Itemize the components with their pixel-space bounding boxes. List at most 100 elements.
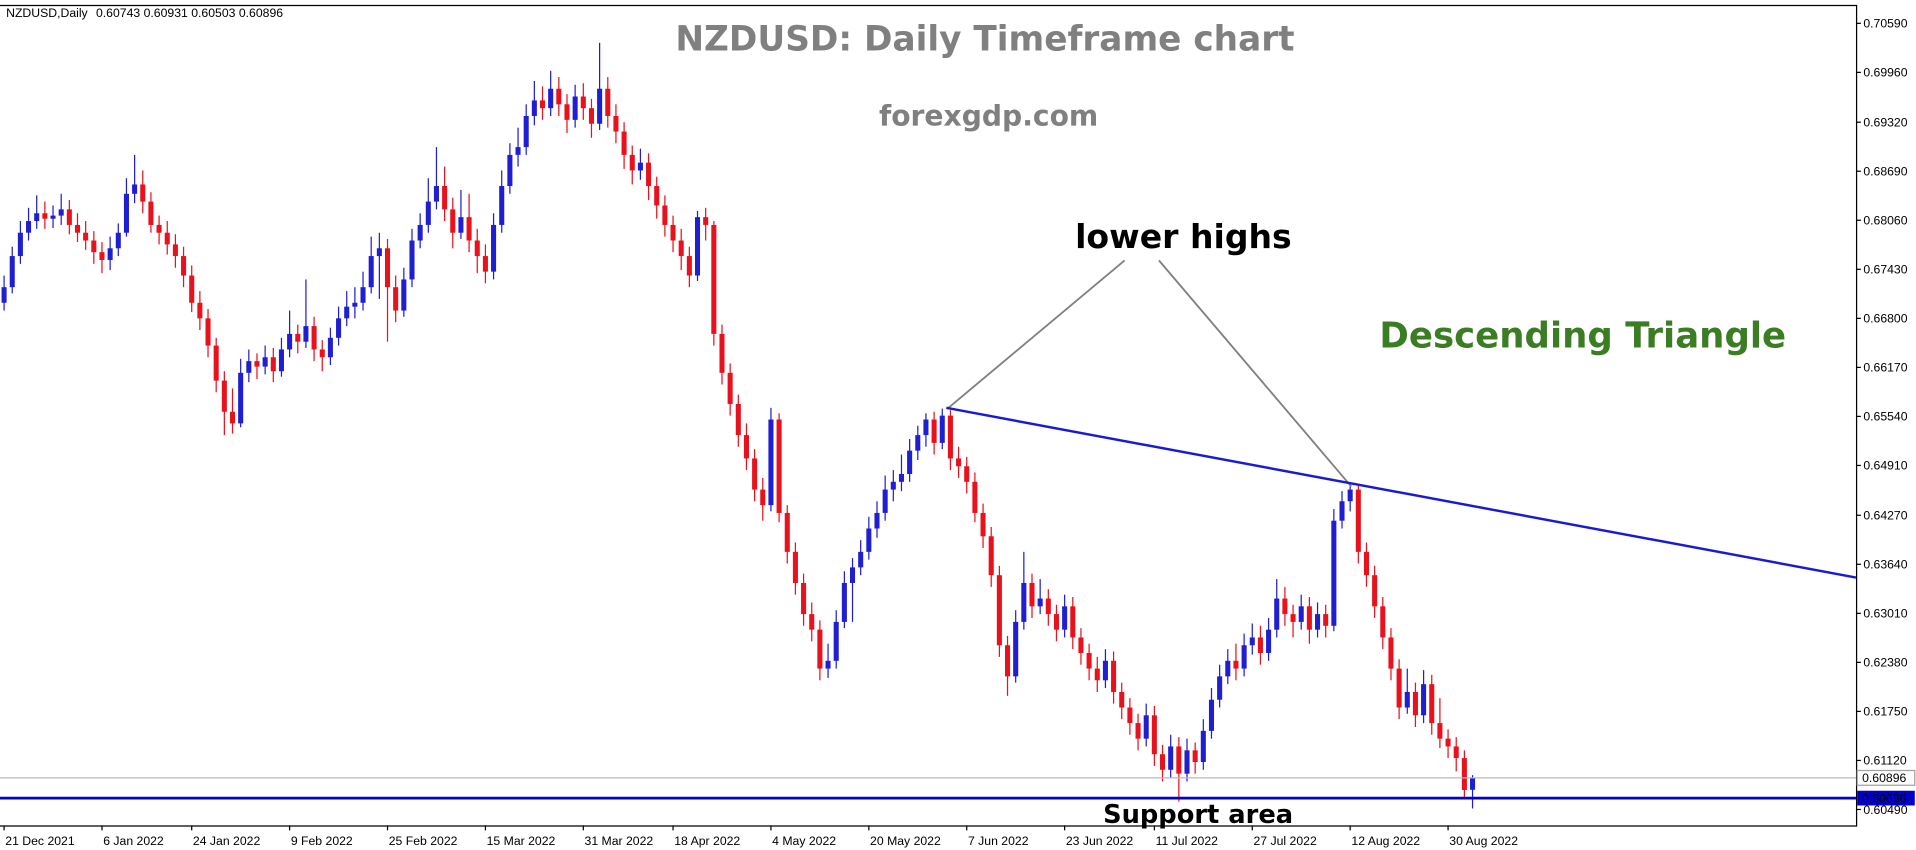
- y-tick-label: 0.61750: [1863, 705, 1907, 719]
- candle-body: [735, 403, 741, 436]
- x-tick-label: 24 Jan 2022: [193, 834, 261, 848]
- candle-body: [1, 287, 7, 303]
- candle-body: [719, 333, 725, 373]
- candle-body: [531, 100, 537, 116]
- candle-body: [499, 186, 505, 225]
- candle-body: [1168, 746, 1174, 770]
- candle-body: [1176, 746, 1182, 774]
- candle-body: [393, 287, 399, 311]
- y-tick-label: 0.65540: [1863, 410, 1907, 424]
- candle-body: [711, 224, 717, 334]
- y-tick-label: 0.67430: [1863, 263, 1907, 277]
- header-low: 0.60503: [191, 6, 235, 20]
- candle-body: [458, 217, 464, 233]
- candle-body: [980, 512, 986, 537]
- header-high: 0.60931: [144, 6, 188, 20]
- candle-body: [401, 279, 407, 311]
- candle-body: [1429, 684, 1435, 724]
- candle-body: [17, 232, 23, 257]
- candle-body: [588, 108, 594, 124]
- candle-body: [809, 614, 815, 630]
- candle-body: [197, 302, 203, 319]
- y-tick-label: 0.62380: [1863, 656, 1907, 670]
- candle-body: [866, 528, 872, 552]
- candle-body: [580, 96, 586, 109]
- candle-body: [50, 215, 56, 219]
- candle-body: [384, 248, 391, 288]
- symbol-header: NZDUSD,Daily 0.60743 0.60931 0.60503 0.6…: [6, 6, 283, 20]
- candle-body: [1249, 637, 1255, 646]
- candle-body: [1151, 715, 1157, 755]
- candle-body: [9, 256, 15, 288]
- candle-body: [613, 115, 619, 132]
- chart-title: NZDUSD: Daily Timeframe chart: [675, 19, 1294, 59]
- candle-body: [1160, 754, 1166, 770]
- candle-body: [817, 629, 823, 669]
- candle-body: [1078, 637, 1084, 654]
- candle-body: [801, 582, 807, 615]
- candle-body: [1412, 691, 1418, 716]
- candle-body: [450, 209, 456, 233]
- candle-body: [849, 567, 856, 583]
- support-price-label: 0.60636: [1862, 791, 1906, 805]
- candle-body: [784, 512, 790, 552]
- candle-body: [1004, 645, 1011, 677]
- candle-body: [58, 209, 64, 216]
- candle-body: [344, 306, 350, 319]
- candle-body: [319, 349, 325, 358]
- candle-body: [670, 224, 676, 241]
- candle-body: [1127, 707, 1133, 724]
- y-tick-label: 0.64270: [1863, 509, 1907, 523]
- candle-body: [115, 232, 121, 249]
- y-tick-label: 0.63640: [1863, 558, 1907, 572]
- candle-body: [1037, 598, 1043, 607]
- candle-body: [539, 100, 546, 109]
- candle-body: [262, 357, 268, 367]
- candle-body: [156, 224, 162, 233]
- candle-body: [1021, 582, 1027, 622]
- x-tick-label: 21 Dec 2021: [5, 834, 75, 848]
- candle-body: [466, 217, 472, 241]
- candle-body: [278, 349, 284, 372]
- x-tick-label: 6 Jan 2022: [103, 834, 164, 848]
- candle-body: [99, 252, 105, 260]
- candle-body: [91, 240, 97, 253]
- candle-body: [132, 184, 138, 194]
- candle-body: [1323, 614, 1329, 626]
- candle-body: [83, 232, 89, 241]
- candle-body: [1453, 746, 1459, 759]
- candle-body: [34, 213, 40, 222]
- candle-body: [1347, 489, 1353, 502]
- candle-body: [1119, 691, 1125, 708]
- candle-body: [841, 582, 847, 622]
- candle-body: [825, 660, 831, 669]
- x-tick-label: 31 Mar 2022: [585, 834, 654, 848]
- candle-body: [939, 415, 945, 443]
- candle-body: [42, 213, 48, 219]
- candle-body: [507, 154, 513, 187]
- x-tick-label: 18 Apr 2022: [674, 834, 740, 848]
- candle-body: [1192, 750, 1198, 762]
- candle-body: [238, 372, 244, 424]
- candle-body: [295, 333, 301, 342]
- candle-body: [890, 481, 896, 490]
- candle-body: [1290, 614, 1296, 622]
- candle-body: [637, 162, 643, 171]
- candle-body: [956, 458, 962, 467]
- candle-body: [1372, 575, 1378, 607]
- y-tick-label: 0.66170: [1863, 361, 1907, 375]
- candle-body: [1339, 501, 1345, 521]
- candle-body: [621, 131, 627, 155]
- candle-body: [1363, 551, 1370, 576]
- candle-body: [1298, 606, 1304, 622]
- candle-body: [26, 221, 32, 233]
- candle-body: [409, 240, 415, 280]
- candle-body: [417, 224, 423, 241]
- candle-body: [548, 88, 554, 109]
- candle-body: [229, 411, 236, 424]
- candle-body: [1233, 660, 1239, 669]
- support-price-box: [1857, 790, 1915, 806]
- candle-body: [1274, 598, 1280, 630]
- candle-body: [140, 184, 146, 202]
